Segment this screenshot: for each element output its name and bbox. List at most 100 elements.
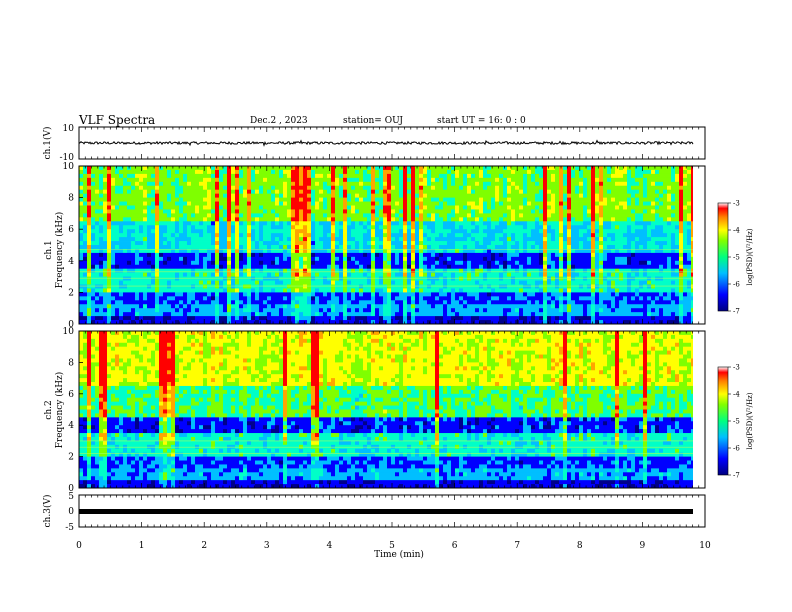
spectrogram-cell [667,284,671,289]
spectrogram-cell [299,197,303,202]
spectrogram-cell [219,169,223,175]
spectrogram-cell [107,241,111,246]
spectrogram-cell [499,169,503,175]
spectrogram-cell [663,264,667,270]
spectrogram-cell [615,280,619,285]
spectrogram-cell [259,213,263,218]
spectrogram-cell [579,280,583,285]
spectrogram-cell [387,173,391,179]
spectrogram-cell [143,169,147,175]
spectrogram-cell [491,213,495,218]
spectrogram-cell [171,260,175,266]
spectrogram-cell [479,185,483,191]
spectrogram-cell [451,213,455,218]
spectrogram-cell [371,264,375,270]
spectrogram-cell [379,193,383,198]
spectrogram-cell [491,197,495,202]
spectrogram-cell [403,201,407,206]
spectrogram-cell [419,169,423,175]
spectrogram-cell [235,225,239,230]
spectrogram-cell [203,233,207,238]
spectrogram-cell [615,260,619,266]
spectrogram-cell [543,264,547,270]
spectrogram-cell [375,197,379,202]
spectrogram-cell [163,280,167,285]
spectrogram-cell [239,173,243,179]
spectrogram-cell [351,225,355,230]
spectrogram-cell [459,272,463,277]
spectrogram-cell [243,181,247,187]
spectrogram-cell [543,280,547,285]
spectrogram-cell [171,205,175,210]
spectrogram-cell [579,264,583,270]
spectrogram-cell [655,252,659,258]
spectrogram-cell [435,280,439,285]
spectrogram-cell [687,241,691,246]
spectrogram-cell [255,288,259,293]
spectrogram-cell [263,292,267,297]
spectrogram-cell [251,241,255,246]
spectrogram-cell [475,169,479,175]
spectrogram-cell [447,241,451,246]
spectrogram-cell [339,248,343,254]
spectrogram-cell [295,166,299,171]
spectrogram-cell [79,268,83,274]
spectrogram-cell [171,189,175,195]
spectrogram-cell [267,201,271,206]
spectrogram-cell [559,181,563,187]
spectrogram-cell [671,185,675,191]
spectrogram-cell [463,245,467,250]
spectrogram-cell [223,213,227,218]
spectrogram-cell [199,185,203,191]
spectrogram-cell [423,248,427,254]
spectrogram-cell [639,241,643,246]
spectrogram-cell [487,169,491,175]
spectrogram-cell [495,233,499,238]
spectrogram-cell [399,284,403,289]
spectrogram-cell [307,292,311,297]
spectrogram-cell [103,213,107,218]
spectrogram-cell [555,197,559,202]
spectrogram-cell [355,276,359,281]
spectrogram-cell [203,288,207,293]
spectrogram-cell [439,245,443,250]
spectrogram-cell [199,225,203,230]
spectrogram-cell [143,166,147,171]
spectrogram-cell [351,189,355,195]
spectrogram-cell [383,205,387,210]
spectrogram-cell [475,237,479,242]
spectrogram-cell [655,205,659,210]
spectrogram-cell [251,260,255,266]
spectrogram-cell [139,288,143,293]
spectrogram-cell [159,229,163,234]
spectrogram-cell [471,217,475,222]
spectrogram-cell [547,221,551,226]
spectrogram-cell [95,193,99,198]
spectrogram-cell [219,225,223,230]
spectrogram-cell [543,272,547,277]
spectrogram-cell [115,166,119,171]
spectrogram-cell [463,241,467,246]
spectrogram-cell [643,252,647,258]
spectrogram-cell [559,288,563,293]
spectrogram-cell [295,264,299,270]
spectrogram-cell [495,189,499,195]
spectrogram-cell [395,260,399,266]
spectrogram-cell [367,225,371,230]
spectrogram-cell [571,209,575,214]
spectrogram-cell [659,264,663,270]
spectrogram-cell [567,221,571,226]
spectrogram-cell [295,284,299,289]
spectrogram-cell [211,225,215,230]
spectrogram-cell [167,252,171,258]
spectrogram-cell [387,197,391,202]
spectrogram-cell [411,272,415,277]
spectrogram-cell [683,185,687,191]
spectrogram-cell [267,264,271,270]
spectrogram-cell [155,241,159,246]
spectrogram-cell [575,201,579,206]
spectrogram-cell [523,268,527,274]
spectrogram-cell [427,280,431,285]
spectrogram-cell [79,256,83,262]
spectrogram-cell [443,189,447,195]
